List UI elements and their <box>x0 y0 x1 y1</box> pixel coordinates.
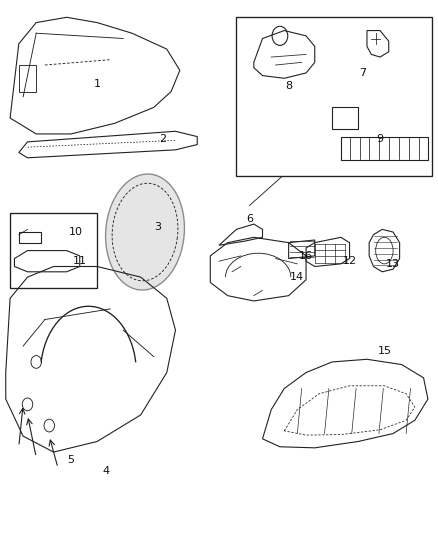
Text: 12: 12 <box>343 256 357 266</box>
Text: 7: 7 <box>359 68 366 78</box>
Text: 13: 13 <box>386 259 400 269</box>
Bar <box>10 214 97 288</box>
Text: 6: 6 <box>246 214 253 224</box>
Text: 11: 11 <box>73 256 87 266</box>
Text: 9: 9 <box>377 134 384 144</box>
Ellipse shape <box>106 174 184 290</box>
Text: 15: 15 <box>378 346 392 357</box>
Text: 3: 3 <box>155 222 162 232</box>
Text: 14: 14 <box>290 272 304 282</box>
Text: 8: 8 <box>285 81 292 91</box>
Text: 16: 16 <box>299 251 313 261</box>
Text: 1: 1 <box>94 78 101 88</box>
Text: 5: 5 <box>67 455 74 465</box>
Text: 4: 4 <box>102 466 110 475</box>
Text: 2: 2 <box>159 134 166 144</box>
Text: 10: 10 <box>68 227 82 237</box>
Bar <box>237 17 432 176</box>
Bar <box>19 65 36 92</box>
